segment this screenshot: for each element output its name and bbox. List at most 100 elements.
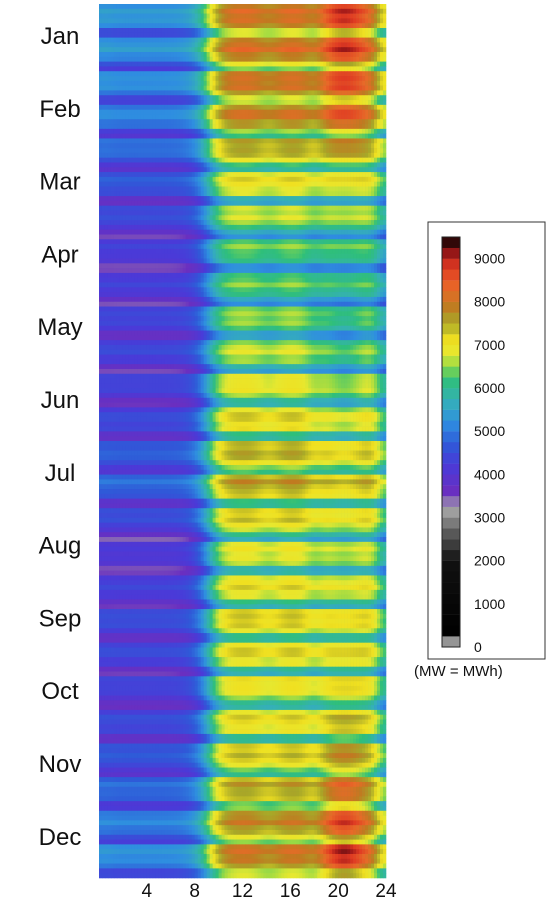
heatmap-cell [245, 244, 249, 250]
heatmap-cell [221, 56, 225, 62]
heatmap-cell [299, 148, 303, 154]
heatmap-cell [173, 181, 178, 187]
heatmap-cell [293, 215, 297, 221]
heatmap-cell [335, 95, 339, 101]
heatmap-cell [212, 220, 216, 226]
heatmap-cell [203, 4, 207, 10]
heatmap-cell [254, 200, 258, 206]
heatmap-cell [347, 8, 351, 14]
heatmap-cell [119, 4, 124, 10]
heatmap-cell [227, 47, 231, 53]
heatmap-cell [245, 220, 249, 226]
heatmap-cell [236, 133, 240, 139]
heatmap-cell [245, 85, 249, 91]
heatmap-cell [257, 32, 261, 38]
heatmap-cell [269, 95, 273, 101]
heatmap-cell [119, 95, 124, 101]
heatmap-cell [104, 239, 109, 245]
heatmap-cell [362, 138, 366, 144]
heatmap-cell [245, 229, 249, 235]
heatmap-cell [266, 13, 270, 19]
heatmap-cell [317, 215, 321, 221]
heatmap-cell [350, 210, 354, 216]
heatmap-cell [341, 32, 345, 38]
heatmap-cell [128, 205, 133, 211]
heatmap-cell [365, 119, 369, 125]
heatmap-cell [146, 71, 151, 77]
heatmap-cell [356, 196, 360, 202]
heatmap-cell [230, 66, 234, 72]
heatmap-cell [251, 104, 255, 110]
heatmap-cell [350, 196, 354, 202]
heatmap-cell [125, 191, 130, 197]
heatmap-cell [215, 215, 219, 221]
heatmap-cell [104, 248, 109, 255]
heatmap-cell [248, 100, 252, 106]
heatmap-cell [341, 8, 345, 14]
heatmap-cell [290, 244, 294, 250]
heatmap-cell [185, 248, 189, 255]
heatmap-cell [338, 210, 342, 216]
heatmap-cell [365, 191, 369, 197]
heatmap-cell [299, 191, 303, 197]
heatmap-cell [296, 152, 300, 158]
heatmap-cell [140, 157, 145, 163]
heatmap-cell [248, 114, 252, 120]
heatmap-cell [206, 234, 210, 240]
heatmap-cell [221, 28, 225, 34]
heatmap-cell [380, 186, 384, 192]
heatmap-cell [134, 104, 139, 110]
heatmap-cell [239, 18, 243, 24]
heatmap-cell [338, 76, 342, 82]
heatmap-cell [365, 124, 369, 130]
heatmap-cell [194, 13, 198, 19]
heatmap-cell [362, 95, 366, 101]
heatmap-cell [329, 210, 333, 216]
heatmap-cell [99, 133, 103, 139]
heatmap-cell [341, 47, 345, 53]
heatmap-cell [236, 90, 240, 96]
heatmap-cell [236, 224, 240, 230]
heatmap-cell [281, 128, 285, 134]
heatmap-cell [122, 234, 127, 240]
heatmap-cell [353, 109, 357, 115]
heatmap-cell [266, 210, 270, 216]
heatmap-cell [242, 8, 246, 14]
heatmap-cell [374, 18, 378, 24]
heatmap-cell [371, 191, 375, 197]
heatmap-cell [146, 220, 151, 226]
heatmap-cell [329, 95, 333, 101]
heatmap-cell [149, 248, 154, 255]
heatmap-cell [131, 220, 136, 226]
heatmap-cell [380, 205, 384, 211]
heatmap-cell [239, 8, 243, 14]
heatmap-cell [104, 196, 109, 202]
heatmap-cell [161, 104, 166, 110]
heatmap-cell [263, 248, 267, 255]
heatmap-cell [287, 28, 291, 34]
heatmap-cell [152, 47, 157, 53]
heatmap-cell [206, 239, 210, 245]
heatmap-cell [128, 8, 133, 14]
heatmap-cell [224, 220, 228, 226]
heatmap-cell [233, 119, 237, 125]
heatmap-cell [230, 8, 234, 14]
heatmap-cell [302, 162, 306, 168]
heatmap-cell [107, 23, 112, 29]
heatmap-cell [140, 109, 145, 115]
heatmap-cell [233, 42, 237, 48]
heatmap-cell [173, 85, 178, 91]
heatmap-cell [146, 23, 151, 29]
heatmap-cell [230, 124, 234, 130]
heatmap-cell [326, 196, 330, 202]
heatmap-cell [353, 244, 357, 250]
heatmap-cell [167, 47, 172, 53]
heatmap-cell [293, 114, 297, 120]
heatmap-cell [107, 90, 112, 96]
heatmap-cell [359, 76, 363, 82]
heatmap-cell [266, 186, 270, 192]
heatmap-cell [329, 76, 333, 82]
heatmap-cell [233, 234, 237, 240]
heatmap-cell [161, 128, 166, 134]
heatmap-cell [380, 176, 384, 182]
